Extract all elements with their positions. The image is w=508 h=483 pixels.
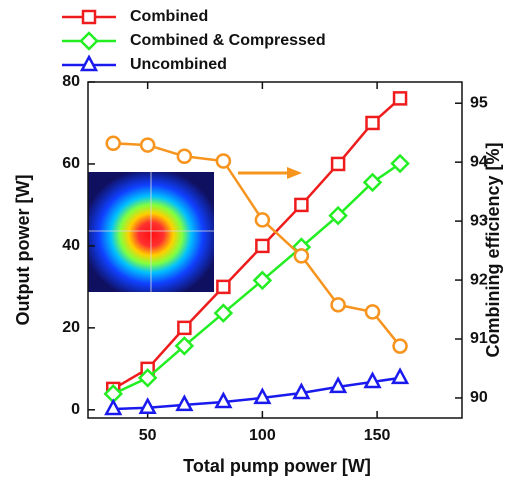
data-point <box>214 391 233 409</box>
legend-marker <box>79 54 99 72</box>
legend-marker <box>81 9 97 25</box>
data-point <box>254 212 271 228</box>
x-tick-label: 150 <box>364 427 391 444</box>
data-point <box>252 270 273 291</box>
data-point <box>364 304 381 320</box>
data-point <box>362 172 383 193</box>
data-point <box>330 297 346 313</box>
x-axis-title: Total pump power [W] <box>183 456 371 476</box>
data-point <box>137 368 158 388</box>
data-point <box>215 153 232 169</box>
y2-tick-label: 90 <box>470 389 488 406</box>
data-point <box>253 387 272 405</box>
data-point <box>176 148 193 165</box>
y-tick-label: 20 <box>62 319 80 336</box>
data-point <box>363 371 382 389</box>
data-point <box>255 238 270 254</box>
y2-tick-label: 92 <box>470 271 488 288</box>
x-tick-label: 100 <box>249 427 276 444</box>
data-point <box>330 156 346 172</box>
legend-label: Combined & Compressed <box>130 32 326 49</box>
series-line <box>113 376 401 411</box>
y2-tick-label: 93 <box>470 212 488 229</box>
data-point <box>175 394 194 412</box>
legend-marker <box>79 31 99 51</box>
data-point <box>293 248 310 264</box>
legend-label: Combined <box>130 8 208 25</box>
data-point <box>213 303 234 323</box>
data-point <box>328 205 348 226</box>
data-point <box>177 320 192 336</box>
y-axis-title: Output power [W] <box>13 175 33 326</box>
data-point <box>174 336 195 356</box>
legend-label: Uncombined <box>130 56 227 73</box>
data-point <box>294 197 309 213</box>
y-tick-label: 0 <box>71 401 80 418</box>
data-point <box>365 115 380 131</box>
data-point <box>392 91 408 106</box>
beam-inset <box>88 172 214 292</box>
arrow <box>238 167 302 179</box>
data-point <box>292 382 311 400</box>
data-point <box>216 279 231 295</box>
data-point <box>392 338 408 354</box>
y-tick-label: 40 <box>62 237 80 254</box>
data-point <box>105 135 121 152</box>
data-point <box>329 376 348 394</box>
data-point <box>104 398 123 416</box>
y2-tick-label: 94 <box>470 153 488 170</box>
plot-frame <box>87 81 463 419</box>
y-tick-label: 80 <box>62 73 80 90</box>
y2-tick-label: 91 <box>470 330 488 347</box>
data-point <box>138 397 157 415</box>
y-tick-label: 60 <box>62 155 80 172</box>
x-tick-label: 50 <box>139 427 157 444</box>
data-point <box>139 137 156 153</box>
data-point <box>390 367 410 385</box>
data-point <box>390 153 410 174</box>
y2-axis-title: Combining efficiency [%] <box>483 142 503 357</box>
y2-tick-label: 95 <box>470 94 488 111</box>
